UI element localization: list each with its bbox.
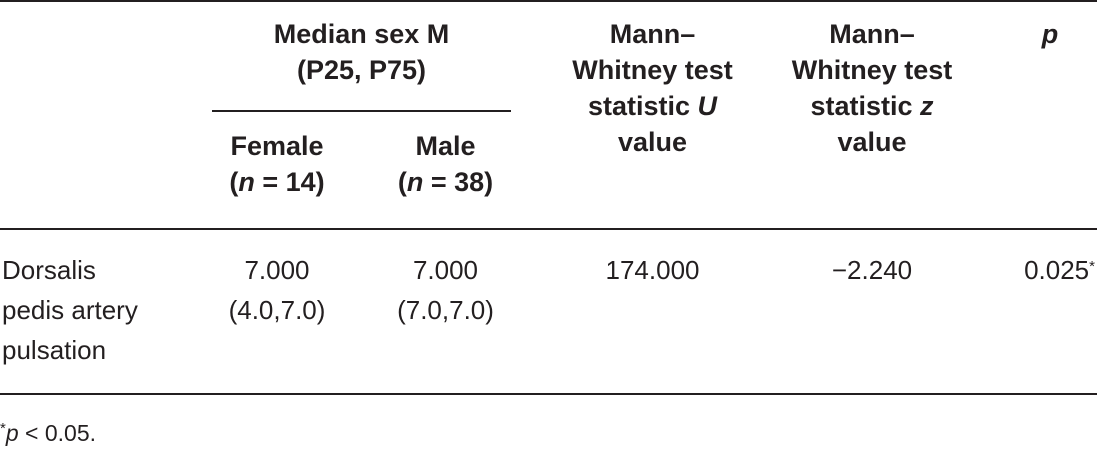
cell-male: 7.000 (7.0,7.0) bbox=[380, 250, 511, 330]
header-mw-u: Mann– Whitney test statistic U value bbox=[540, 16, 765, 160]
header-p: p bbox=[1010, 16, 1090, 52]
header-mw-z-line1: Mann– bbox=[829, 19, 915, 49]
header-mw-u-line4: value bbox=[617, 127, 688, 157]
footnote-text: < 0.05. bbox=[18, 420, 97, 446]
header-female-label: Female bbox=[230, 131, 324, 161]
cell-p-text: 0.025 bbox=[1024, 255, 1090, 285]
footnote: *p < 0.05. bbox=[0, 418, 96, 448]
header-mw-u-line3: statistic U bbox=[587, 91, 718, 121]
row-label: Dorsalis pedis artery pulsation bbox=[2, 250, 138, 370]
cell-p-mark: * bbox=[1089, 258, 1095, 275]
cell-female-median: 7.000 bbox=[244, 255, 310, 285]
header-median-group: Median sex M (P25, P75) bbox=[212, 16, 511, 88]
row-label-line3: pulsation bbox=[2, 335, 107, 365]
cell-female: 7.000 (4.0,7.0) bbox=[212, 250, 342, 330]
header-median-line2: (P25, P75) bbox=[296, 55, 427, 85]
cell-u-text: 174.000 bbox=[605, 255, 700, 285]
cell-z-text: −2.240 bbox=[831, 255, 913, 285]
header-mw-z-line3: statistic z bbox=[810, 91, 934, 121]
header-male: Male (n = 38) bbox=[380, 128, 511, 200]
header-female: Female (n = 14) bbox=[212, 128, 342, 200]
header-female-n: (n = 14) bbox=[229, 167, 325, 197]
row-label-line1: Dorsalis bbox=[2, 255, 96, 285]
footnote-p: p bbox=[5, 420, 19, 446]
header-male-label: Male bbox=[415, 131, 476, 161]
median-group-rule bbox=[212, 110, 511, 112]
cell-male-median: 7.000 bbox=[412, 255, 479, 285]
header-male-n: (n = 38) bbox=[397, 167, 494, 197]
cell-z-value: −2.240 bbox=[767, 250, 977, 290]
header-p-label: p bbox=[1041, 19, 1059, 49]
footnote-mark: * bbox=[0, 420, 6, 437]
header-mw-z-line2: Whitney test bbox=[791, 55, 953, 85]
header-mw-u-line2: Whitney test bbox=[572, 55, 733, 85]
cell-p-value: 0.025* bbox=[990, 250, 1095, 290]
cell-u-value: 174.000 bbox=[540, 250, 765, 290]
header-mw-z-line4: value bbox=[837, 127, 907, 157]
cell-female-iqr: (4.0,7.0) bbox=[228, 295, 326, 325]
header-mw-u-line1: Mann– bbox=[609, 19, 696, 49]
table-top-rule bbox=[0, 0, 1097, 2]
header-bottom-rule bbox=[0, 228, 1097, 230]
row-label-line2: pedis artery bbox=[2, 295, 138, 325]
header-median-line1: Median sex M bbox=[273, 19, 450, 49]
header-mw-z: Mann– Whitney test statistic z value bbox=[767, 16, 977, 160]
cell-male-iqr: (7.0,7.0) bbox=[397, 295, 494, 325]
table-bottom-rule bbox=[0, 393, 1097, 395]
